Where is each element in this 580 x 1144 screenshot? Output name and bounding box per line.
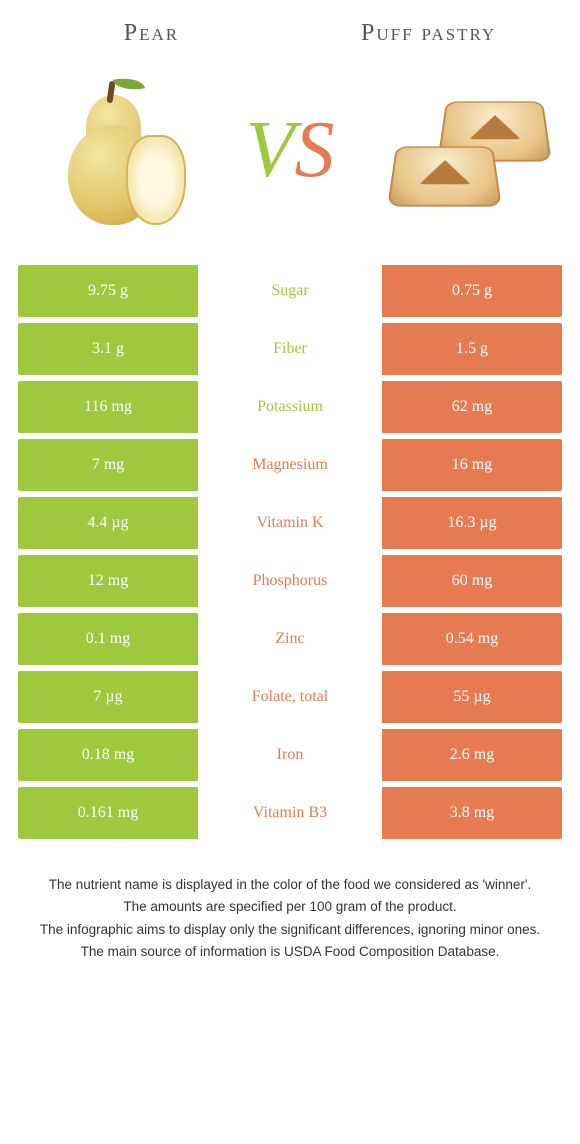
table-row: 0.1 mgZinc0.54 mg — [18, 613, 562, 665]
table-row: 0.161 mgVitamin B33.8 mg — [18, 787, 562, 839]
value-right: 0.54 mg — [382, 613, 562, 665]
table-row: 0.18 mgIron2.6 mg — [18, 729, 562, 781]
table-row: 116 mgPotassium62 mg — [18, 381, 562, 433]
footnotes: The nutrient name is displayed in the co… — [18, 875, 562, 962]
value-left: 9.75 g — [18, 265, 198, 317]
nutrient-label: Zinc — [198, 613, 382, 665]
footnote-line: The amounts are specified per 100 gram o… — [22, 897, 558, 917]
value-left: 3.1 g — [18, 323, 198, 375]
nutrient-label: Vitamin K — [198, 497, 382, 549]
nutrient-label: Vitamin B3 — [198, 787, 382, 839]
table-row: 9.75 gSugar0.75 g — [18, 265, 562, 317]
nutrient-label: Fiber — [198, 323, 382, 375]
footnote-line: The main source of information is USDA F… — [22, 942, 558, 962]
pear-image — [18, 70, 198, 230]
food-title-left: Pear — [38, 20, 265, 47]
value-left: 0.18 mg — [18, 729, 198, 781]
value-right: 55 µg — [382, 671, 562, 723]
hero-row: VS — [18, 65, 562, 235]
value-right: 16 mg — [382, 439, 562, 491]
table-row: 3.1 gFiber1.5 g — [18, 323, 562, 375]
nutrient-label: Sugar — [198, 265, 382, 317]
comparison-table: 9.75 gSugar0.75 g 3.1 gFiber1.5 g 116 mgPo… — [18, 265, 562, 839]
value-left: 0.1 mg — [18, 613, 198, 665]
header: Pear Puff pastry — [18, 20, 562, 55]
value-left: 12 mg — [18, 555, 198, 607]
value-right: 2.6 mg — [382, 729, 562, 781]
vs-v: V — [246, 106, 295, 194]
value-left: 7 mg — [18, 439, 198, 491]
table-row: 4.4 µgVitamin K16.3 µg — [18, 497, 562, 549]
nutrient-label: Potassium — [198, 381, 382, 433]
nutrient-label: Phosphorus — [198, 555, 382, 607]
value-left: 7 µg — [18, 671, 198, 723]
vs-label: VS — [246, 110, 335, 190]
nutrient-label: Magnesium — [198, 439, 382, 491]
value-right: 0.75 g — [382, 265, 562, 317]
pastry-image — [382, 70, 562, 230]
table-row: 12 mgPhosphorus60 mg — [18, 555, 562, 607]
footnote-line: The infographic aims to display only the… — [22, 920, 558, 940]
footnote-line: The nutrient name is displayed in the co… — [22, 875, 558, 895]
infographic: Pear Puff pastry VS 9.75 gSugar0.75 g 3.1… — [0, 0, 580, 962]
value-left: 0.161 mg — [18, 787, 198, 839]
food-title-right: Puff pastry — [315, 20, 542, 47]
value-left: 4.4 µg — [18, 497, 198, 549]
value-right: 1.5 g — [382, 323, 562, 375]
value-right: 60 mg — [382, 555, 562, 607]
table-row: 7 µgFolate, total55 µg — [18, 671, 562, 723]
value-right: 3.8 mg — [382, 787, 562, 839]
table-row: 7 mgMagnesium16 mg — [18, 439, 562, 491]
value-right: 16.3 µg — [382, 497, 562, 549]
vs-s: S — [294, 106, 334, 194]
nutrient-label: Folate, total — [198, 671, 382, 723]
value-left: 116 mg — [18, 381, 198, 433]
value-right: 62 mg — [382, 381, 562, 433]
nutrient-label: Iron — [198, 729, 382, 781]
